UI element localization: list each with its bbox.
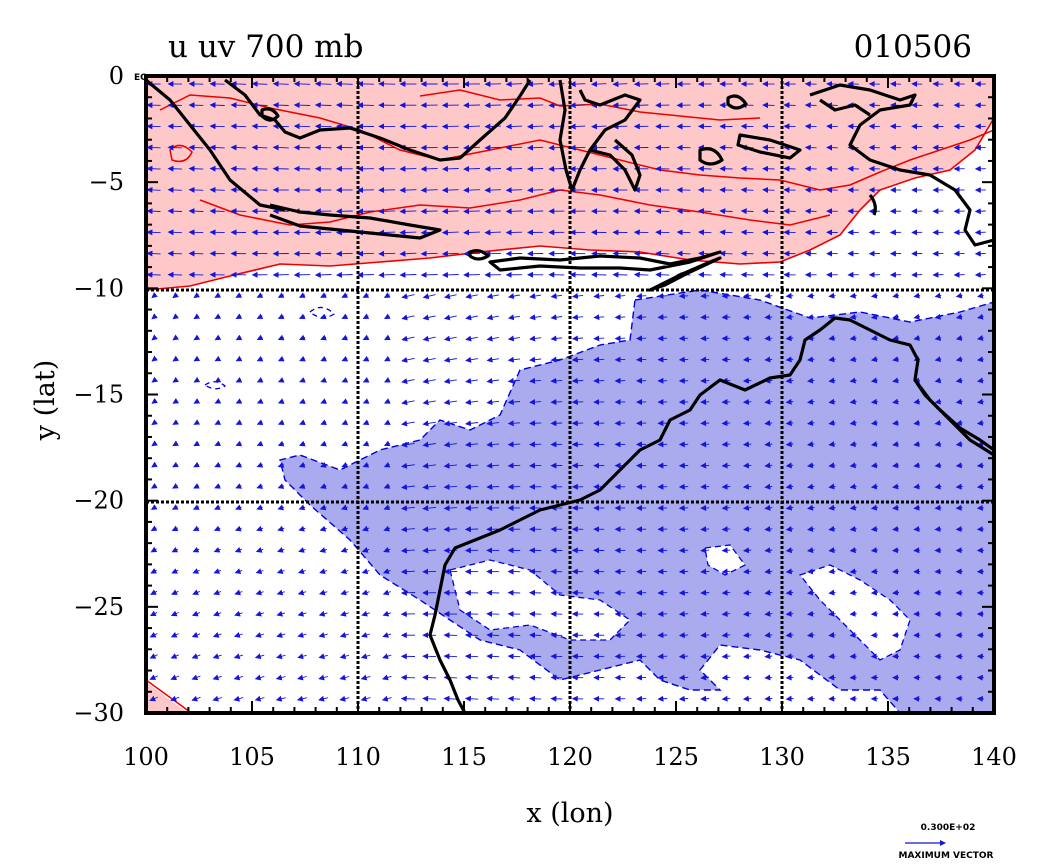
- vector-legend: 0.300E+02 MAXIMUM VECTOR: [898, 823, 993, 861]
- x-axis-ticks: 100 105 110 115 120 125 130 135 140: [123, 743, 1017, 771]
- positive-contour-inner2: [199, 189, 831, 226]
- coast-sulawesi: [558, 79, 642, 192]
- coast-flores: [468, 249, 490, 261]
- frame-ticks: [145, 75, 995, 714]
- y-tick-label: −15: [73, 381, 124, 409]
- x-tick-label: 135: [865, 743, 911, 771]
- wind-vectors: [146, 80, 986, 702]
- coast-sumatra: [146, 78, 286, 212]
- coast-australia: [428, 316, 994, 713]
- positive-contour-small: [169, 144, 193, 163]
- negative-small-2: [203, 381, 227, 390]
- vector-legend-label: MAXIMUM VECTOR: [898, 851, 993, 861]
- grid-lines: [146, 76, 994, 713]
- equator-marker: EQ: [134, 73, 148, 83]
- y-tick-label: −5: [89, 168, 124, 196]
- x-tick-label: 130: [759, 743, 805, 771]
- coast-new-guinea: [809, 83, 994, 247]
- coast-borneo: [224, 78, 532, 162]
- negative-hole-1: [449, 559, 632, 641]
- coast-buru: [726, 94, 748, 110]
- x-tick-label: 115: [441, 743, 487, 771]
- x-tick-label: 110: [335, 743, 381, 771]
- positive-contour-corner: [146, 679, 191, 713]
- coast-lesser-sunda: [488, 250, 722, 272]
- coastlines: [146, 78, 994, 713]
- y-tick-label: −30: [73, 699, 124, 727]
- x-tick-label: 105: [229, 743, 275, 771]
- coast-seram: [736, 133, 802, 160]
- coast-sulawesi-arm: [589, 138, 642, 192]
- x-tick-label: 125: [653, 743, 699, 771]
- coast-gulf: [868, 194, 877, 216]
- plot-title: u uv 700 mb: [168, 29, 363, 65]
- x-tick-label: 140: [971, 743, 1017, 771]
- y-tick-label: −25: [73, 593, 124, 621]
- y-tick-label: 0: [109, 62, 124, 90]
- y-tick-label: −20: [73, 487, 124, 515]
- vector-legend-magnitude: 0.300E+02: [921, 823, 976, 833]
- y-tick-label: −10: [73, 274, 124, 302]
- y-axis-title: y (lat): [30, 360, 61, 442]
- y-axis-ticks: 0 −5 −10 −15 −20 −25 −30: [73, 62, 124, 727]
- coast-timor: [648, 256, 722, 292]
- negative-hole-3: [704, 544, 746, 576]
- plot-date: 010506: [854, 29, 972, 65]
- coast-borneo-inner: [260, 107, 280, 122]
- x-tick-label: 120: [547, 743, 593, 771]
- x-tick-label: 100: [123, 743, 169, 771]
- coast-cape-york: [913, 379, 994, 452]
- coast-ng-north: [819, 98, 871, 117]
- coast-java: [269, 203, 442, 240]
- coast-halmahera: [698, 147, 724, 166]
- x-axis-title: x (lon): [526, 798, 613, 829]
- plot-area: [146, 76, 994, 713]
